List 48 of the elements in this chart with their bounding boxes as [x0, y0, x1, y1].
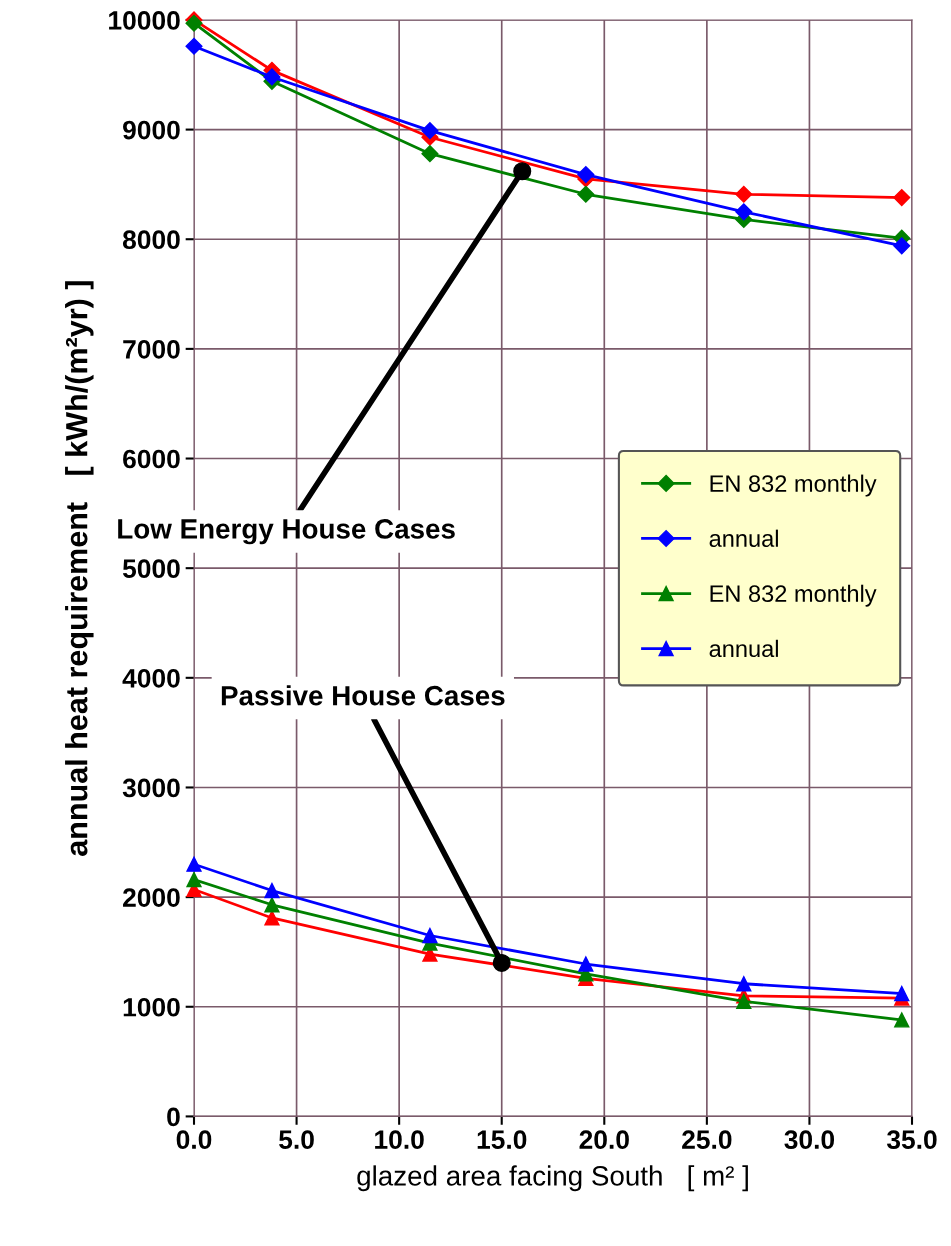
point: [186, 871, 202, 888]
point: [894, 1012, 910, 1028]
legend-label: annual: [709, 639, 778, 658]
y-tick-label: 7000: [123, 340, 180, 359]
y-tick-label: 9000: [123, 120, 180, 140]
annotation: Passive House Cases: [221, 685, 505, 706]
legend-label: annual: [709, 529, 778, 547]
x-tick-label: 10.0: [375, 1130, 424, 1149]
annotation: Low Energy House Cases: [118, 519, 455, 545]
point: [185, 37, 203, 55]
y-tick-label: 10000: [109, 11, 180, 30]
x-tick-label: 35.0: [886, 1130, 937, 1150]
point: [736, 993, 752, 1009]
x-tick-label: 5.0: [279, 1130, 314, 1149]
legend-label: EN 832 monthly: [710, 584, 877, 607]
x-tick-label: 30.0: [784, 1130, 835, 1150]
x-tick-label: 15.0: [477, 1130, 527, 1149]
y-axis-title: annual heat requirement [ kWh/(m²yr) ]: [65, 281, 94, 856]
y-tick-label: 6000: [123, 449, 180, 469]
x-tick-label: 20.0: [579, 1130, 629, 1149]
point: [735, 185, 753, 203]
point: [577, 185, 595, 203]
x-tick-label: 0.0: [176, 1130, 212, 1149]
y-tick-label: 4000: [122, 668, 180, 688]
point: [264, 897, 280, 913]
point: [893, 237, 911, 255]
point: [577, 165, 595, 184]
y-tick-label: 3000: [122, 778, 180, 798]
point: [264, 910, 280, 926]
point: [578, 956, 594, 972]
point: [422, 927, 438, 944]
y-tick-label: 8000: [122, 230, 180, 250]
point: [421, 145, 439, 163]
x-axis-title: glazed area facing South [ m² ]: [357, 1165, 748, 1192]
legend-label: EN 832 monthly: [710, 474, 877, 497]
point: [263, 68, 281, 86]
point: [735, 203, 753, 221]
point: [186, 856, 202, 872]
point: [893, 189, 911, 207]
x-tick-label: 25.0: [682, 1130, 732, 1149]
y-tick-label: 2000: [123, 888, 180, 907]
point: [736, 976, 752, 992]
y-tick-label: 5000: [122, 559, 180, 578]
y-tick-label: 0: [167, 1107, 180, 1127]
y-tick-label: 1000: [123, 997, 180, 1017]
point: [264, 882, 280, 899]
point: [894, 985, 910, 1002]
point: [421, 122, 439, 140]
